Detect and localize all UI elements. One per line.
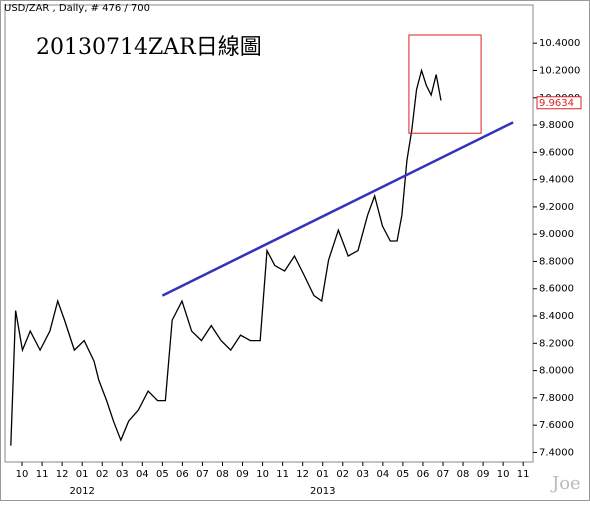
x-tick-label: 01 xyxy=(316,469,329,480)
x-tick-label: 02 xyxy=(96,469,109,480)
highlight-box xyxy=(408,34,482,134)
price-line xyxy=(10,68,442,446)
year-label: 2012 xyxy=(69,486,94,497)
y-tick-label: 9.8000 xyxy=(539,120,574,131)
x-tick-label: 09 xyxy=(236,469,249,480)
x-tick-label: 10 xyxy=(16,469,29,480)
x-tick-label: 05 xyxy=(156,469,169,480)
y-tick-label: 8.2000 xyxy=(539,338,574,349)
x-tick-label: 04 xyxy=(376,469,389,480)
chart-title: 20130714ZAR日線圖 xyxy=(36,35,262,60)
x-tick-label: 09 xyxy=(477,469,490,480)
trend-line xyxy=(161,121,514,297)
header: USD/ZAR , Daily, # 476 / 700 xyxy=(4,3,150,14)
year-label: 2013 xyxy=(310,486,335,497)
y-tick-label: 8.0000 xyxy=(539,366,574,377)
x-tick-label: 07 xyxy=(437,469,450,480)
y-tick-label: 10.4000 xyxy=(539,38,580,49)
y-tick-label: 8.4000 xyxy=(539,311,574,322)
x-tick-label: 06 xyxy=(417,469,430,480)
x-tick-label: 02 xyxy=(336,469,349,480)
y-tick-label: 7.4000 xyxy=(539,447,574,458)
x-tick-label: 12 xyxy=(296,469,309,480)
y-tick-label: 8.6000 xyxy=(539,284,574,295)
x-tick-label: 11 xyxy=(517,469,530,480)
x-tick-label: 05 xyxy=(397,469,410,480)
x-tick-label: 07 xyxy=(196,469,209,480)
y-tick-label: 9.6000 xyxy=(539,147,574,158)
last-price-box xyxy=(536,96,582,110)
x-tick-label: 03 xyxy=(356,469,369,480)
watermark: Joe xyxy=(550,473,581,494)
y-tick-label: 8.8000 xyxy=(539,256,574,267)
x-tick-label: 08 xyxy=(216,469,229,480)
x-tick-label: 04 xyxy=(136,469,149,480)
last-price-label: 9.9634 xyxy=(539,98,574,109)
x-tick-label: 01 xyxy=(76,469,89,480)
plot-area xyxy=(4,4,534,463)
x-tick-label: 10 xyxy=(497,469,510,480)
y-tick-label: 10.2000 xyxy=(539,65,580,76)
y-tick-label: 9.0000 xyxy=(539,229,574,240)
x-tick-label: 03 xyxy=(116,469,129,480)
x-tick-label: 12 xyxy=(56,469,69,480)
x-tick-label: 08 xyxy=(457,469,470,480)
y-tick-label: 9.2000 xyxy=(539,202,574,213)
x-tick-label: 11 xyxy=(36,469,49,480)
x-tick-label: 06 xyxy=(176,469,189,480)
y-tick-label: 7.6000 xyxy=(539,420,574,431)
x-tick-label: 10 xyxy=(256,469,269,480)
y-tick-label: 9.4000 xyxy=(539,175,574,186)
y-tick-label: 7.8000 xyxy=(539,393,574,404)
x-tick-label: 11 xyxy=(276,469,289,480)
